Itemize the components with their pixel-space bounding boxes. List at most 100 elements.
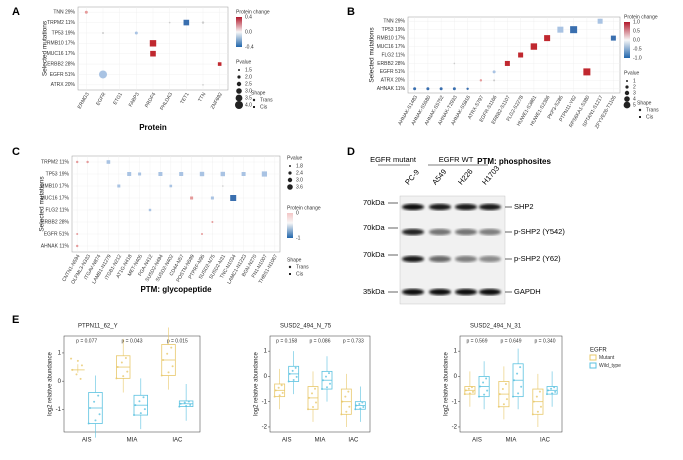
dot: [452, 87, 456, 91]
legend-square: [253, 106, 255, 108]
dot: [169, 184, 173, 188]
band: [479, 288, 501, 296]
label: IAC: [348, 438, 359, 444]
dot: [201, 21, 205, 24]
dot: [106, 160, 111, 164]
label: 3.6: [296, 184, 303, 190]
point: [160, 374, 163, 377]
dot: [84, 10, 88, 14]
dot: [150, 50, 156, 57]
label: Mutant: [599, 355, 615, 361]
point: [535, 395, 538, 398]
label: FABP3: [128, 91, 141, 108]
point: [98, 413, 101, 416]
point: [142, 396, 145, 399]
point: [134, 404, 137, 407]
label: Pvalue: [236, 59, 252, 65]
label: SUSD2_494_N_75: [280, 324, 332, 330]
point: [87, 422, 90, 425]
label: Cis: [646, 114, 654, 120]
legend-dot: [638, 108, 642, 112]
point: [354, 408, 357, 411]
label: 4.0: [245, 102, 252, 108]
point: [166, 352, 169, 355]
dot: [544, 35, 551, 42]
label: AIS: [282, 438, 292, 444]
label: Trans: [260, 97, 273, 103]
legend-dot: [288, 171, 292, 175]
point: [486, 389, 489, 392]
label: EGFR: [590, 348, 607, 354]
dot: [76, 233, 79, 235]
label: H1703: [480, 164, 501, 187]
point: [550, 387, 553, 390]
band: [455, 203, 477, 211]
point: [308, 396, 310, 399]
label: 3.0: [245, 88, 252, 94]
legend-dot: [623, 101, 631, 109]
point: [359, 407, 362, 410]
dot: [202, 84, 204, 86]
label: EGFR 51%: [44, 231, 70, 237]
label: SHP2: [514, 202, 534, 211]
point: [116, 366, 119, 369]
label: 0.0: [245, 29, 252, 35]
legend-square: [639, 116, 641, 118]
point: [516, 372, 519, 375]
label: AIS: [472, 438, 482, 444]
dot: [413, 87, 417, 91]
label: 2.0: [245, 74, 252, 80]
point: [126, 370, 129, 373]
point: [464, 389, 467, 392]
legend-dot: [289, 165, 291, 167]
point: [326, 386, 328, 389]
label: p = 0.569: [467, 338, 488, 344]
point: [498, 393, 501, 396]
point: [167, 371, 170, 374]
label: TRPM2 11%: [41, 159, 70, 165]
legend-dot: [288, 265, 292, 269]
label: Trans: [296, 264, 309, 270]
point: [358, 402, 361, 405]
point: [80, 364, 83, 367]
dot: [138, 172, 142, 176]
point: [122, 375, 125, 378]
label: EGFR mutant: [370, 155, 417, 164]
label: 2.4: [296, 170, 303, 176]
dot: [492, 70, 496, 74]
label: p = 0.649: [501, 338, 522, 344]
point: [547, 389, 550, 392]
label: -1: [56, 407, 62, 413]
legend-dot: [235, 94, 243, 102]
dot: [217, 62, 222, 66]
legend-dot: [287, 184, 293, 190]
label: 70kDa: [363, 223, 386, 232]
label: -1: [452, 399, 458, 405]
dot: [479, 79, 483, 82]
label: SUSD2_494_N_31: [470, 324, 522, 330]
label: 0.4: [245, 14, 252, 20]
point: [274, 389, 277, 392]
legend-dot: [237, 75, 241, 79]
dot: [127, 172, 132, 176]
point: [512, 395, 514, 398]
label: MIA: [506, 438, 517, 444]
label: ZNF692: [210, 91, 224, 110]
point: [483, 393, 486, 396]
point: [532, 400, 535, 403]
label: -0.4: [245, 44, 254, 50]
point: [133, 414, 135, 417]
dot: [99, 70, 107, 79]
label: 2.5: [245, 81, 252, 87]
band: [402, 203, 424, 211]
label: -1.0: [633, 55, 642, 61]
point: [281, 391, 284, 394]
point: [143, 408, 146, 411]
label: E: [12, 314, 19, 326]
legend-dot: [252, 98, 256, 102]
point: [89, 407, 92, 409]
label: -1: [296, 235, 301, 241]
band: [479, 228, 501, 236]
label: -2: [262, 425, 268, 431]
point: [501, 388, 504, 391]
